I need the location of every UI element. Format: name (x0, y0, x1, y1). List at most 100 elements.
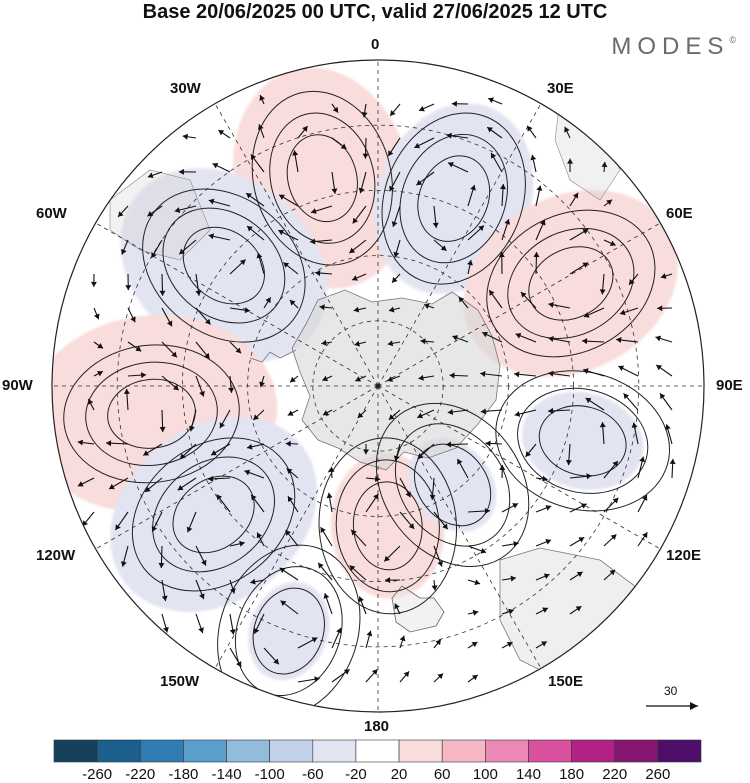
lon-label-180: 180 (364, 718, 390, 735)
copyright-mark: © (729, 35, 736, 45)
colorbar-tick-label: 20 (391, 766, 408, 783)
wind-arrow-head (619, 309, 626, 316)
contour-line (252, 587, 325, 675)
wind-arrow-head (280, 600, 287, 607)
wind-arrow-head (659, 393, 666, 400)
wind-arrow-head (582, 338, 588, 345)
contour-line (63, 344, 240, 484)
wind-arrow-head (513, 541, 519, 547)
contour-line (538, 405, 627, 477)
wind-arrow-head (583, 312, 590, 318)
wind-arrow-head (310, 238, 316, 245)
wind-arrow-head (548, 407, 554, 414)
wind-arrow-head (292, 150, 299, 156)
wind-arrow-head (93, 313, 100, 320)
meridian (214, 103, 379, 387)
wind-arrow-head (373, 493, 379, 500)
contour-line (217, 544, 361, 712)
wind-arrow-head (279, 567, 286, 574)
wind-arrow-head (77, 481, 84, 487)
map-border (51, 59, 705, 713)
wind-arrow-head (582, 262, 589, 268)
wind-arrow-head (548, 336, 554, 342)
wind-arrow-head (612, 497, 619, 504)
wind-arrow-head (442, 523, 448, 530)
anomaly-contours (375, 402, 530, 567)
lon-label-30e: 30E (547, 80, 574, 97)
anomaly-field (52, 67, 678, 681)
wind-arrow-head (480, 408, 487, 415)
wind-arrow-head (499, 464, 506, 470)
wind-arrow-head (235, 347, 242, 354)
wind-arrow-head (320, 527, 326, 533)
lon-label-120w: 120W (36, 547, 76, 564)
wind-arrow-head (388, 150, 394, 157)
anomaly-center (248, 581, 330, 681)
colorbar-swatch (441, 739, 486, 763)
wind-arrow-head (321, 339, 327, 346)
wind-arrow-head (161, 595, 168, 602)
wind-arrow-head (391, 221, 398, 227)
wind-arrow-head (302, 126, 308, 132)
meridian (95, 222, 379, 387)
reference-arrow-head (690, 702, 698, 710)
wind-arrow-head (541, 641, 547, 647)
wind-arrow-head (118, 211, 124, 217)
wind-arrow-head (208, 475, 214, 482)
wind-arrow-head (393, 251, 400, 258)
wind-arrow-head (452, 335, 459, 341)
wind-arrow-head (229, 587, 236, 594)
anomaly-band (120, 168, 328, 364)
colorbar-tick-label: -100 (255, 766, 285, 783)
wind-arrow-head (159, 290, 166, 296)
wind-arrow-head (90, 281, 97, 287)
colorbar-tick-label: 180 (559, 766, 584, 783)
contour-line (507, 227, 635, 339)
colorbar-tick-label: -260 (82, 766, 112, 783)
wind-arrow-head (586, 473, 592, 480)
contour-line (172, 475, 255, 554)
contour-line (182, 226, 265, 305)
wind-arrow-head (448, 162, 454, 168)
wind-arrow-head (177, 484, 184, 491)
wind-arrow-head (449, 372, 455, 379)
wind-arrow-head (629, 278, 635, 285)
wind-arrow-head (601, 161, 608, 168)
wind-arrow-head (349, 247, 356, 254)
meridian (377, 103, 542, 387)
wind-arrow-head (530, 154, 537, 161)
contour-line (417, 155, 491, 242)
wind-arrow-head (212, 162, 219, 169)
wind-arrow-head (616, 337, 622, 343)
meridian (214, 385, 379, 669)
anomaly-contours (63, 344, 240, 484)
wind-arrow-head (580, 503, 587, 509)
colorbar-swatch (53, 739, 98, 763)
wind-arrow-head (582, 368, 589, 374)
contour-line (269, 112, 376, 244)
wind-arrow-head (182, 133, 189, 140)
wind-arrow-head (609, 240, 616, 247)
wind-arrow-head (612, 460, 618, 467)
wind-arrow-head (565, 459, 572, 466)
wind-arrow-head (322, 410, 329, 416)
wind-arrow-head (489, 290, 495, 296)
wind-arrow-head (195, 290, 202, 296)
wind-arrow-head (572, 192, 579, 199)
lon-label-120e: 120E (666, 547, 702, 564)
wind-arrow-head (244, 469, 251, 476)
wind-arrow-head (314, 676, 320, 683)
wind-arrow-head (174, 207, 181, 213)
wind-arrow-head (578, 537, 585, 543)
wind-arrow-head (414, 142, 421, 149)
anomaly-band (248, 581, 330, 681)
wind-arrow-head (77, 439, 84, 446)
latitude-circle (312, 320, 444, 452)
antarctica-landmass (109, 99, 661, 681)
latitude-circle (247, 255, 509, 517)
wind-arrow-head (440, 245, 447, 251)
wind-arrow-head (533, 252, 540, 258)
wind-arrow-head (97, 371, 103, 377)
colorbar-swatch (269, 739, 314, 763)
